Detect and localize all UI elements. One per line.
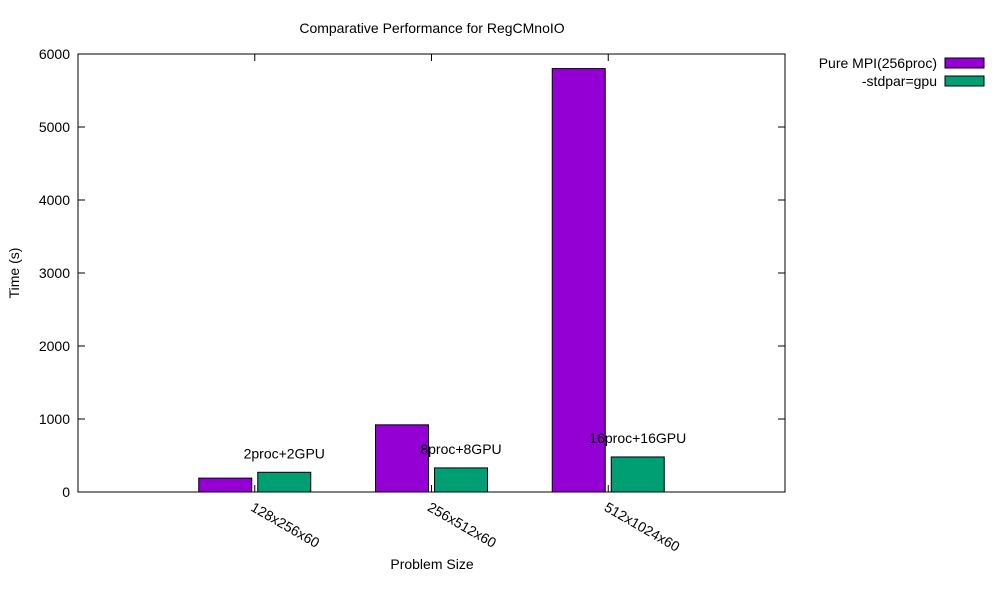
y-tick-label: 4000 (39, 192, 70, 208)
y-tick-label: 6000 (39, 46, 70, 62)
x-tick-label: 256x512x60 (425, 499, 499, 551)
bar-pure-mpi (375, 424, 429, 493)
legend-label: Pure MPI(256proc) (819, 55, 937, 71)
y-tick-label: 2000 (39, 338, 70, 354)
x-tick-label: 512x1024x60 (602, 499, 683, 555)
bars-group (198, 68, 665, 493)
x-axis-label: Problem Size (390, 556, 473, 572)
bar-annotation: 2proc+2GPU (244, 445, 325, 461)
y-tick-label: 1000 (39, 411, 70, 427)
legend: Pure MPI(256proc) -stdpar=gpu (819, 55, 985, 89)
y-axis-label: Time (s) (6, 248, 22, 299)
bar-stdpar-gpu (434, 467, 488, 493)
bar-annotation: 8proc+8GPU (420, 441, 501, 457)
plot-frame (77, 53, 786, 493)
legend-swatch (944, 75, 985, 87)
y-tick-label: 3000 (39, 265, 70, 281)
bar-stdpar-gpu (257, 471, 312, 493)
chart-title: Comparative Performance for RegCMnoIO (299, 20, 564, 36)
bar-pure-mpi (551, 68, 606, 493)
bar-pure-mpi (198, 477, 253, 493)
bar-stdpar-gpu (610, 456, 665, 493)
annotations-group: 2proc+2GPU 8proc+8GPU 16proc+16GPU (244, 430, 687, 461)
x-tick-label: 128x256x60 (248, 499, 322, 551)
bar-annotation: 16proc+16GPU (589, 430, 686, 446)
y-tick-label: 0 (62, 484, 70, 500)
y-tick-label: 5000 (39, 119, 70, 135)
legend-label: -stdpar=gpu (862, 73, 937, 89)
legend-swatch (944, 57, 985, 69)
